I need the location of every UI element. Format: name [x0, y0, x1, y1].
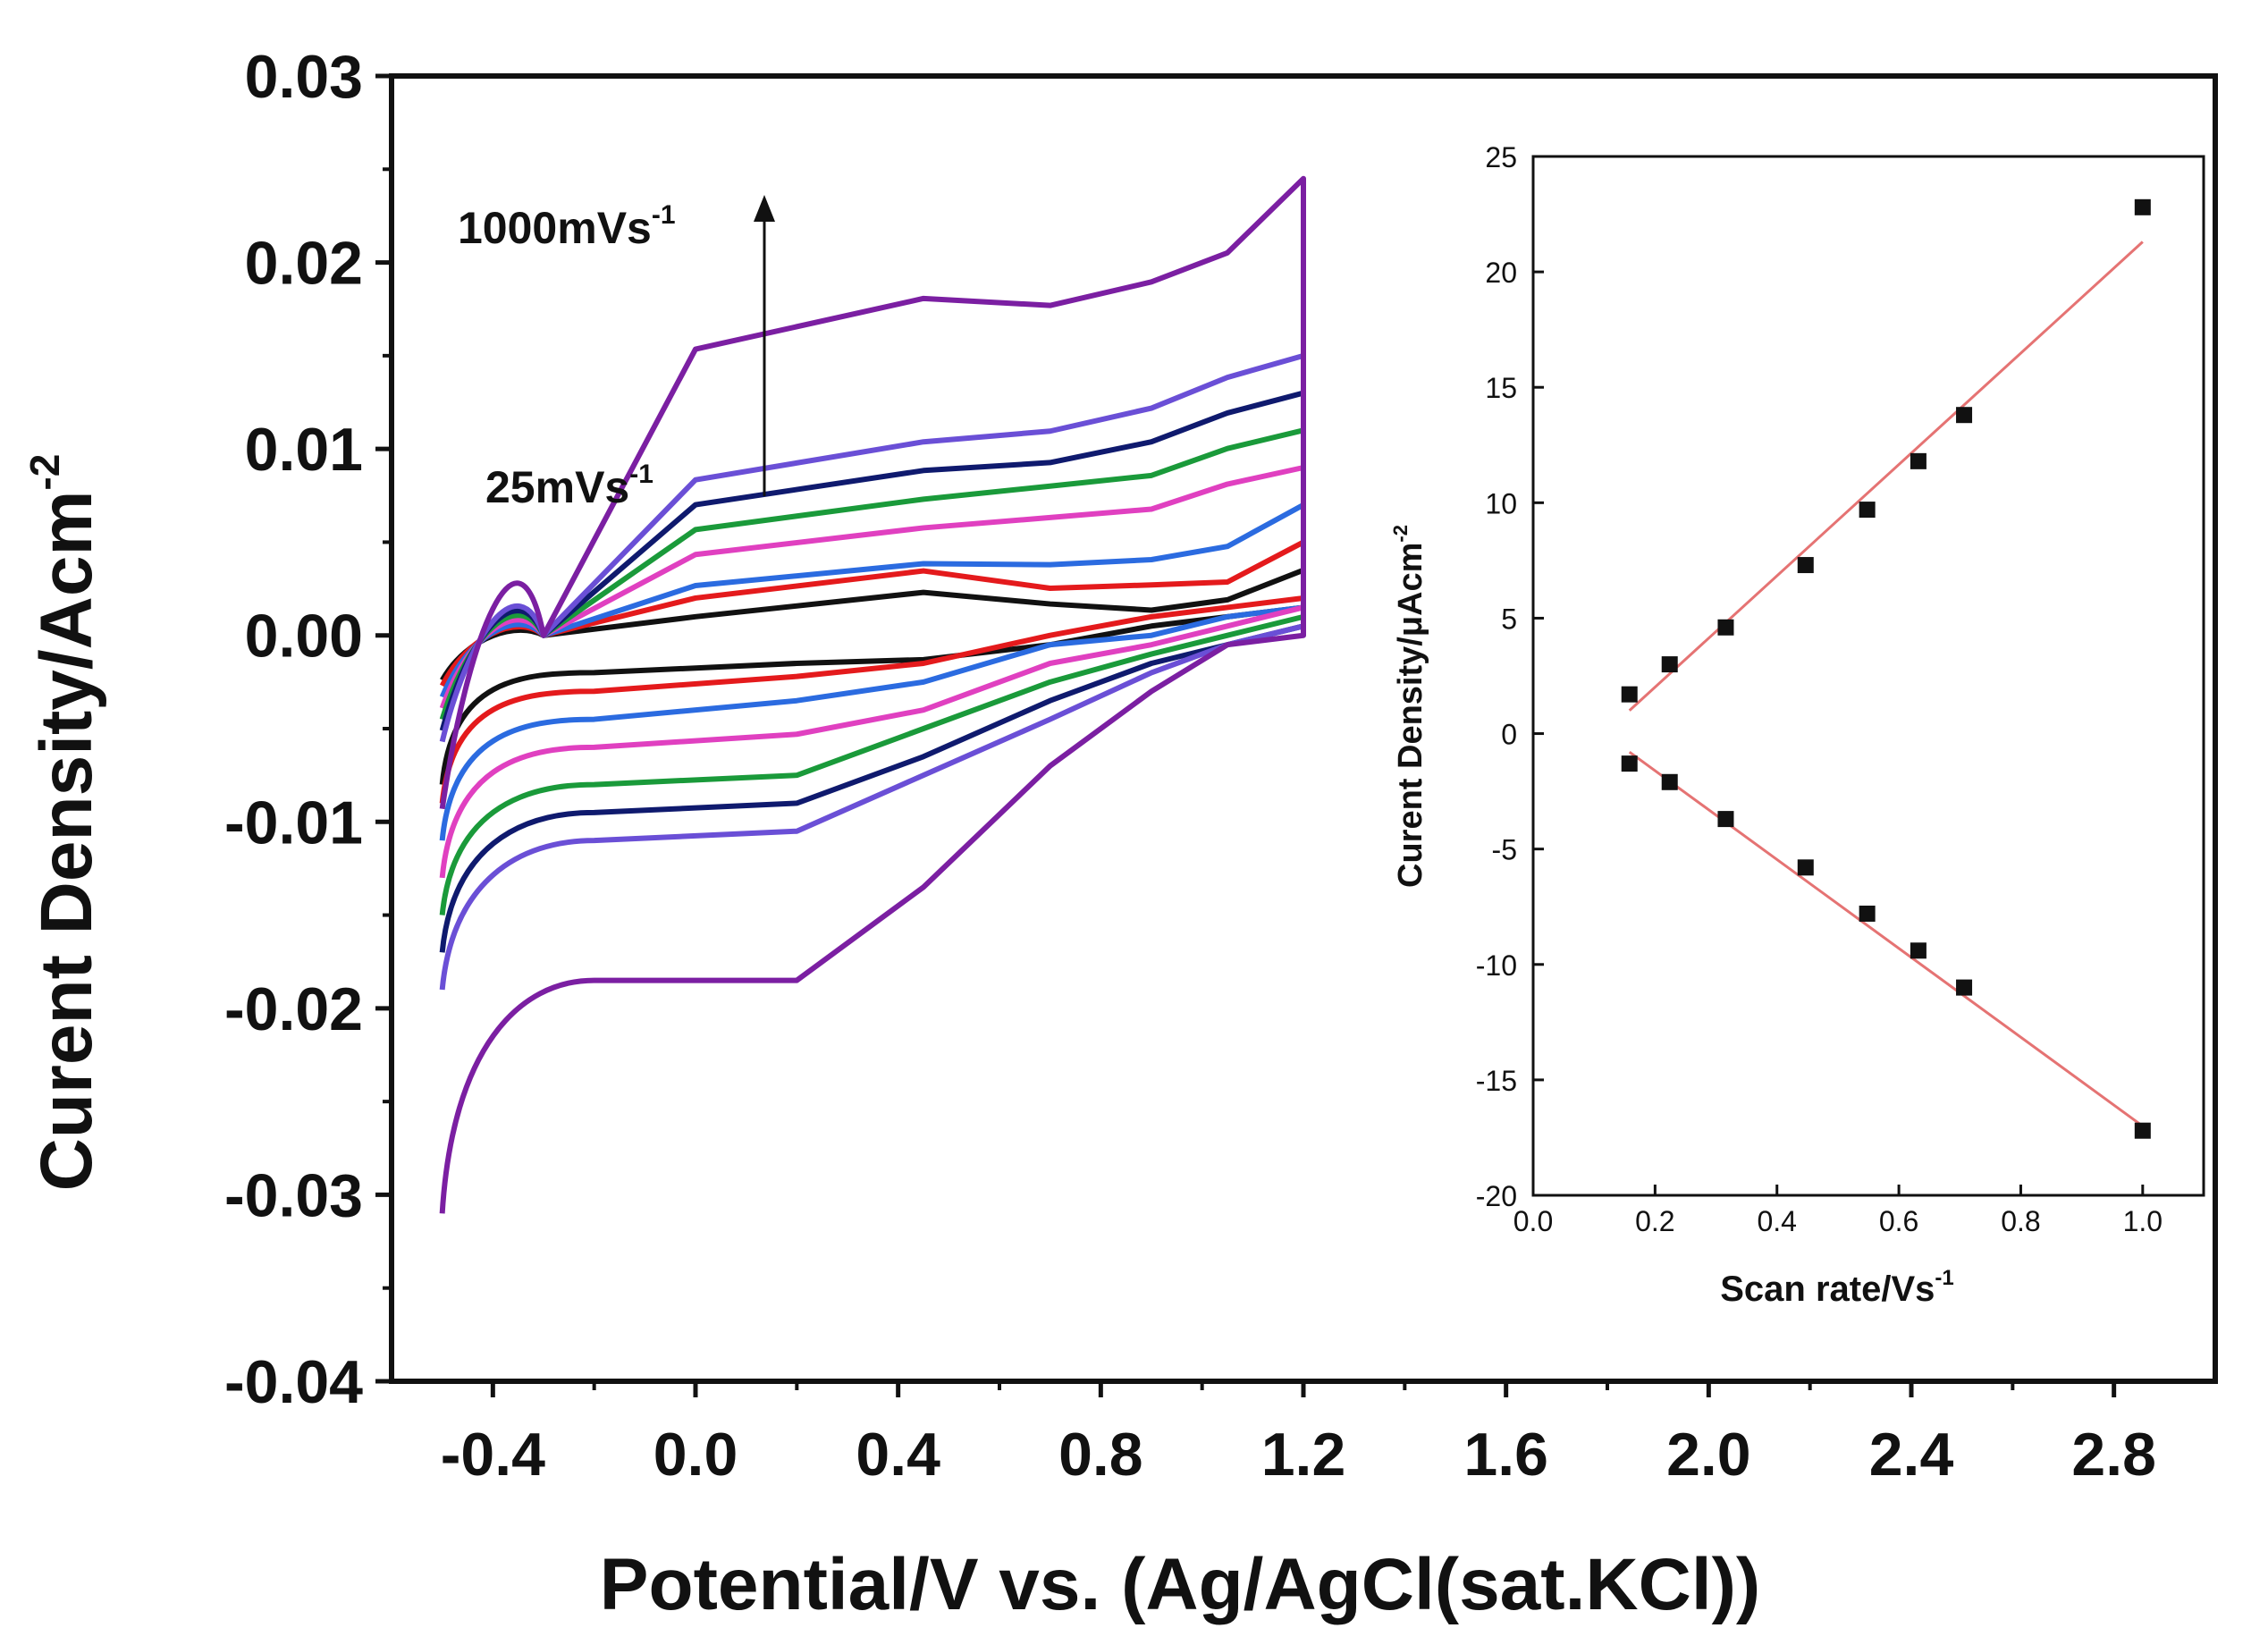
main-x-tick-label: 1.2	[1261, 1421, 1346, 1489]
inset-point	[1910, 452, 1927, 469]
inset-y-tick-label: 15	[1485, 372, 1517, 404]
inset-background	[1533, 156, 2204, 1195]
main-y-tick-label: -0.01	[224, 789, 363, 856]
main-x-tick-label: 0.0	[653, 1421, 738, 1489]
main-x-tick-label: 2.0	[1666, 1421, 1751, 1489]
main-y-tick-label: 0.03	[245, 43, 363, 111]
main-y-tick-label: 0.02	[245, 230, 363, 298]
inset-point	[1956, 407, 1973, 424]
main-x-tick-label: 1.6	[1463, 1421, 1548, 1489]
inset-y-tick-label: 0	[1501, 719, 1517, 751]
inset-point	[2134, 1122, 2151, 1139]
main-x-tick-label: 0.4	[856, 1421, 940, 1489]
annotation-1000: 1000mVs-1	[458, 200, 676, 253]
inset-y-tick-label: 20	[1485, 257, 1517, 289]
inset-point	[2134, 198, 2151, 215]
main-plot: -0.4 0.0 0.4 0.8 1.2 1.6 2.0 2.4 2.8 0.030.020.0…	[21, 43, 2218, 1625]
main-x-tick-label: -0.4	[441, 1421, 545, 1489]
inset-x-tick-label: 0.2	[1635, 1205, 1674, 1237]
inset-point	[1956, 979, 1973, 996]
inset-x-tick-label: 1.0	[2123, 1205, 2163, 1237]
main-y-ticks: 0.03 0.02 0.01 0.00 -0.01 -0.02 -0.03 -0.04	[224, 43, 392, 1416]
inset-fit-line	[1628, 240, 2144, 712]
inset-y-tick-label: -20	[1476, 1180, 1517, 1212]
inset-frame	[1531, 155, 2205, 1197]
cv-curves	[439, 175, 1306, 1214]
inset-y-tick-label: 5	[1501, 603, 1517, 635]
inset-x-tick-label: 0.0	[1513, 1205, 1553, 1237]
main-x-tick-label: 2.4	[1869, 1421, 1954, 1489]
inset-point	[1621, 755, 1638, 772]
inset-y-tick-label: 10	[1485, 487, 1517, 519]
inset-fit-line	[1628, 751, 2144, 1127]
main-x-ticks: -0.4 0.0 0.4 0.8 1.2 1.6 2.0 2.4 2.8	[441, 1381, 2156, 1489]
inset-x-ticks: 0.0 0.2 0.4 0.6 0.8 1.0	[1513, 1185, 2163, 1237]
main-y-tick-label: 0.01	[245, 416, 363, 484]
inset-point	[1621, 686, 1638, 703]
inset-y-tick-label: -15	[1476, 1065, 1517, 1097]
main-x-tick-label: 0.8	[1058, 1421, 1143, 1489]
inset-point	[1797, 859, 1814, 876]
inset-x-tick-label: 0.8	[2001, 1205, 2040, 1237]
inset-y-tick-label: -10	[1476, 949, 1517, 982]
inset-point	[1661, 656, 1678, 673]
annotation-25: 25mVs-1	[485, 460, 653, 512]
inset-plot: 0.0 0.2 0.4 0.6 0.8 1.0 2520151050-5-10-15-20…	[1389, 141, 2205, 1309]
annotation-1000-text: 1000mVs	[458, 203, 652, 253]
inset-x-tick-label: 0.6	[1879, 1205, 1918, 1237]
inset-y-tick-label: 25	[1485, 141, 1517, 173]
main-y-tick-label: 0.00	[245, 603, 363, 671]
annotation-25-sup: -1	[629, 460, 653, 489]
scan-rate-arrow	[754, 195, 775, 496]
inset-point	[1717, 811, 1734, 828]
inset-x-axis-label: Scan rate/Vs-1	[1720, 1266, 1953, 1309]
inset-x-axis-label-text: Scan rate/Vs	[1720, 1270, 1935, 1309]
main-y-axis-label-text: Curent Density/Acm	[26, 491, 107, 1192]
inset-points	[1621, 198, 2151, 1139]
annotation-1000-sup: -1	[652, 200, 676, 230]
main-y-tick-label: -0.04	[224, 1348, 363, 1416]
main-x-tick-label: 2.8	[2071, 1421, 2156, 1489]
main-x-axis-label: Potential/V vs. (Ag/AgCl(sat.KCl))	[600, 1544, 1760, 1625]
cv-curve	[439, 175, 1306, 1214]
main-y-axis-label-sup: -2	[21, 454, 68, 491]
inset-point	[1910, 942, 1927, 959]
annotation-25-text: 25mVs	[485, 462, 629, 512]
arrow-head	[754, 195, 775, 222]
inset-y-axis-label-sup: -2	[1389, 525, 1412, 543]
inset-point	[1661, 773, 1678, 790]
inset-y-axis-label: Curent Density/μAcm-2	[1389, 525, 1429, 888]
inset-fit-lines	[1628, 240, 2144, 1127]
inset-point	[1717, 619, 1734, 636]
inset-x-tick-label: 0.4	[1757, 1205, 1796, 1237]
inset-point	[1859, 905, 1876, 922]
inset-y-axis-label-text: Curent Density/μAcm	[1392, 543, 1429, 888]
inset-point	[1859, 502, 1876, 519]
main-y-tick-label: -0.02	[224, 975, 363, 1043]
main-y-axis-label: Curent Density/Acm-2	[21, 454, 107, 1192]
inset-x-axis-label-sup: -1	[1935, 1266, 1953, 1290]
main-y-tick-label: -0.03	[224, 1161, 363, 1229]
inset-point	[1797, 557, 1814, 574]
inset-y-tick-label: -5	[1492, 834, 1517, 866]
inset-y-ticks: 25 20 15 10 5 0 -5 -10 -15 -20	[1476, 141, 1544, 1212]
